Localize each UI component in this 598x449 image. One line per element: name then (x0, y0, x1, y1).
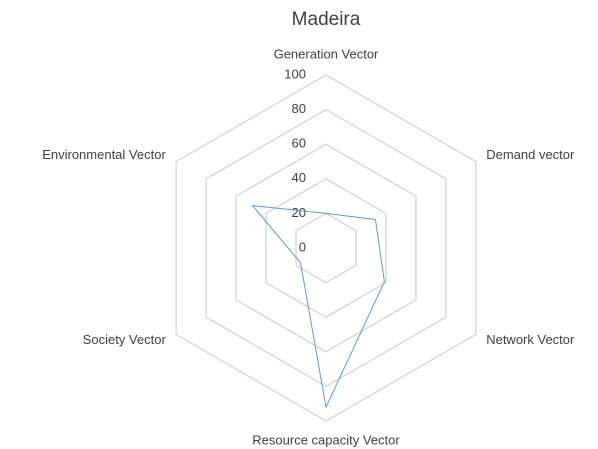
grid-ring (265, 177, 387, 319)
chart-title: Madeira (292, 9, 361, 30)
r-tick-label: 40 (292, 170, 306, 185)
series-line (251, 204, 385, 409)
grid-ring (205, 108, 447, 388)
grid-ring (175, 74, 477, 422)
r-tick-label: 60 (292, 136, 306, 151)
category-label: Society Vector (83, 332, 167, 347)
category-label: Generation Vector (274, 46, 379, 61)
category-label: Network Vector (486, 332, 575, 347)
category-label: Environmental Vector (42, 147, 166, 162)
grid-ring (235, 143, 417, 353)
r-tick-label: 80 (292, 101, 306, 116)
category-label: Demand vector (486, 147, 575, 162)
grid-ring (295, 212, 357, 284)
r-tick-label: 100 (284, 66, 306, 81)
r-tick-label: 0 (299, 239, 306, 254)
category-label: Resource capacity Vector (252, 432, 400, 447)
r-tick-label: 20 (292, 205, 306, 220)
